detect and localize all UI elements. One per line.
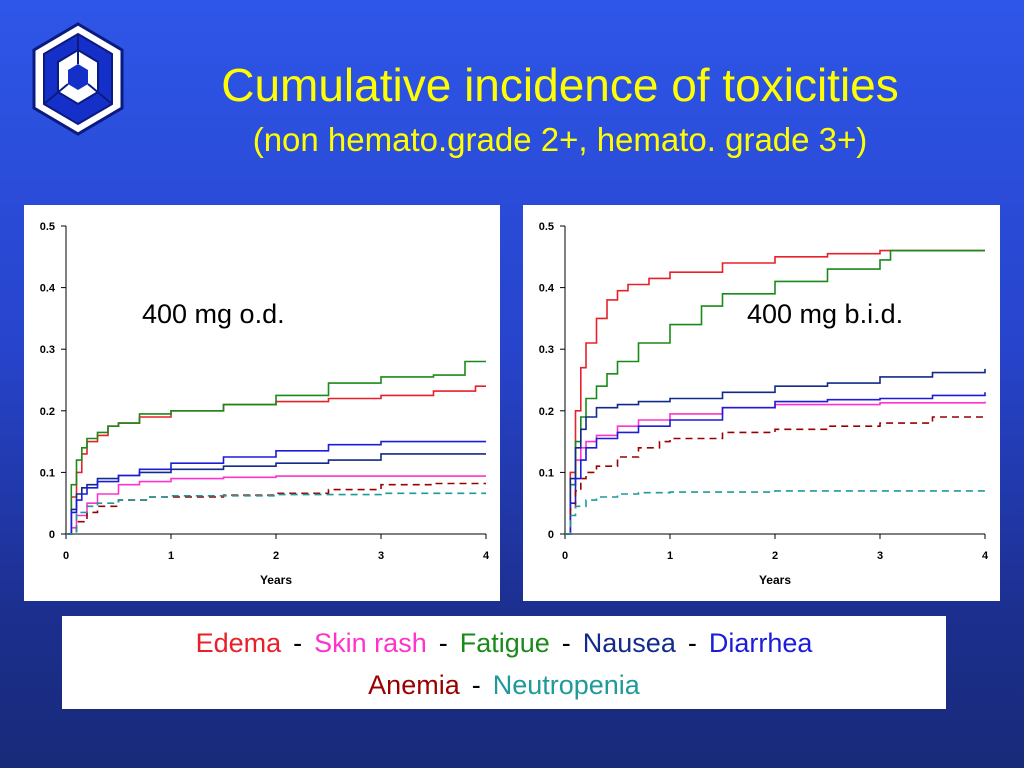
y-tick-label: 0.3 [539, 344, 554, 356]
legend-separator: - [687, 628, 697, 658]
dose-label-bid: 400 mg b.i.d. [747, 299, 904, 329]
legend-separator: - [471, 670, 481, 700]
series-line-neutropenia [66, 492, 486, 535]
x-tick-label: 3 [877, 550, 883, 562]
series-line-edema [565, 249, 985, 535]
y-tick-label: 0.1 [40, 467, 55, 479]
legend-neutropenia: Neutropenia [492, 670, 640, 700]
legend-edema: Edema [195, 628, 282, 658]
legend-fatigue: Fatigue [459, 628, 550, 658]
x-tick-label: 2 [273, 550, 279, 562]
series-line-edema [66, 385, 486, 535]
y-tick-label: 0 [548, 529, 554, 541]
series-line-fatigue [66, 360, 486, 535]
y-tick-label: 0.4 [539, 283, 555, 295]
x-axis-label: Years [759, 573, 791, 587]
x-tick-label: 2 [772, 550, 778, 562]
chart-od: 0 0.1 0.2 0.3 0.4 0.5 0 1 2 3 4 Years [40, 221, 490, 587]
y-tick-label: 0 [49, 529, 55, 541]
chart-panel-od: 0 0.1 0.2 0.3 0.4 0.5 0 1 2 3 4 Years 400 mg o.d. [24, 205, 500, 601]
x-tick-label: 0 [63, 550, 69, 562]
y-tick-label: 0.5 [40, 221, 55, 233]
legend-skin-rash: Skin rash [314, 628, 427, 658]
legend-anemia: Anemia [368, 670, 460, 700]
legend-row-2: Anemia - Neutropenia [62, 664, 946, 706]
y-tick-label: 0.1 [539, 467, 554, 479]
y-tick-label: 0.2 [539, 406, 554, 418]
x-tick-label: 1 [168, 550, 174, 562]
chart-panel-bid: 0 0.1 0.2 0.3 0.4 0.5 0 1 2 3 4 Years 400 mg b.i.d. [523, 205, 1000, 601]
legend-diarrhea: Diarrhea [708, 628, 813, 658]
legend-separator: - [438, 628, 448, 658]
y-tick-label: 0.5 [539, 221, 554, 233]
legend-row-1: Edema - Skin rash - Fatigue - Nausea - Diarrhea [62, 616, 946, 664]
chart-bid: 0 0.1 0.2 0.3 0.4 0.5 0 1 2 3 4 Years [539, 221, 989, 587]
x-tick-label: 4 [483, 550, 490, 562]
x-tick-label: 1 [667, 550, 673, 562]
series-line-skin-rash [565, 401, 986, 535]
series-line-anemia [565, 416, 985, 535]
legend-nausea: Nausea [582, 628, 676, 658]
series-line-nausea [565, 368, 986, 535]
legend-separator: - [561, 628, 571, 658]
x-tick-label: 4 [982, 550, 989, 562]
x-axis-label: Years [260, 573, 292, 587]
slide-title: Cumulative incidence of toxicities [221, 59, 899, 111]
legend-box: Edema - Skin rash - Fatigue - Nausea - Diarrhea … [62, 616, 946, 709]
series-line-anemia [66, 482, 486, 535]
series-line-neutropenia [565, 489, 986, 535]
dose-label-od: 400 mg o.d. [142, 299, 285, 329]
x-tick-label: 3 [378, 550, 384, 562]
series-line-skin-rash [66, 475, 486, 535]
y-tick-label: 0.3 [40, 344, 55, 356]
slide-subtitle: (non hemato.grade 2+, hemato. grade 3+) [252, 121, 868, 158]
series-line-diarrhea [565, 392, 986, 535]
legend-separator: - [293, 628, 303, 658]
y-tick-label: 0.2 [40, 406, 55, 418]
y-tick-label: 0.4 [40, 283, 56, 295]
series-line-diarrhea [66, 440, 486, 535]
x-tick-label: 0 [562, 550, 568, 562]
logo-icon [32, 22, 124, 136]
